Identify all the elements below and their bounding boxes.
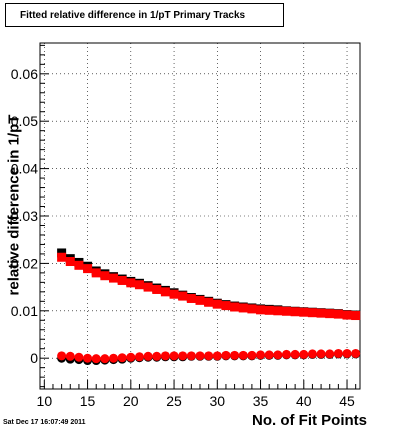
y-tick-label: 0.06	[11, 66, 38, 82]
data-point-square	[221, 301, 231, 311]
y-tick-label: 0.03	[11, 208, 38, 224]
data-point-square	[342, 310, 352, 320]
data-point-circle	[264, 350, 274, 360]
data-point-circle	[109, 353, 119, 363]
data-point-square	[143, 282, 153, 292]
x-axis-label: No. of Fit Points	[252, 412, 367, 429]
y-tick-label: 0	[30, 350, 38, 366]
data-point-circle	[325, 349, 335, 359]
data-point-circle	[160, 351, 170, 361]
data-point-circle	[57, 351, 67, 361]
x-tick-label: 30	[210, 393, 226, 409]
data-point-circle	[91, 354, 101, 364]
data-point-square	[273, 306, 283, 316]
x-tick-label: 35	[253, 393, 269, 409]
data-point-circle	[178, 351, 188, 361]
y-tick-label: 0.04	[11, 161, 38, 177]
x-tick-label: 20	[123, 393, 139, 409]
data-point-square	[126, 278, 136, 288]
data-point-circle	[126, 352, 136, 362]
data-point-circle	[134, 352, 144, 362]
data-point-square	[351, 311, 361, 321]
data-point-circle	[230, 350, 240, 360]
chart-title: Fitted relative difference in 1/pT Prima…	[20, 9, 246, 21]
data-point-square	[238, 303, 248, 313]
data-point-square	[57, 252, 67, 262]
data-point-square	[91, 268, 101, 278]
y-tick-label: 0.05	[11, 113, 38, 129]
x-tick-label: 15	[80, 393, 96, 409]
data-point-circle	[83, 353, 93, 363]
data-point-circle	[221, 350, 231, 360]
data-point-circle	[204, 351, 214, 361]
data-point-circle	[351, 348, 361, 358]
data-point-square	[264, 305, 274, 315]
data-point-circle	[117, 353, 127, 363]
data-point-square	[299, 307, 309, 317]
data-point-circle	[143, 351, 153, 361]
x-tick-label: 40	[296, 393, 312, 409]
data-point-square	[316, 308, 326, 318]
data-point-circle	[152, 351, 162, 361]
data-point-square	[74, 260, 84, 270]
chart-title-box: Fitted relative difference in 1/pT Prima…	[5, 3, 284, 27]
data-point-square	[247, 304, 257, 314]
x-tick-label: 10	[37, 393, 53, 409]
data-point-circle	[65, 351, 75, 361]
data-point-circle	[74, 352, 84, 362]
data-point-circle	[299, 349, 309, 359]
y-tick-label: 0.02	[11, 255, 38, 271]
data-point-square	[178, 291, 188, 301]
data-point-square	[333, 309, 343, 319]
data-point-circle	[342, 348, 352, 358]
data-point-circle	[195, 351, 205, 361]
data-point-square	[134, 280, 144, 290]
data-point-square	[100, 271, 110, 281]
x-tick-label: 45	[339, 393, 355, 409]
data-point-circle	[316, 349, 326, 359]
data-point-circle	[100, 354, 110, 364]
y-tick-label: 0.01	[11, 303, 38, 319]
data-point-square	[325, 309, 335, 319]
data-point-square	[186, 293, 196, 303]
data-point-circle	[238, 350, 248, 360]
x-tick-label: 25	[166, 393, 182, 409]
data-point-square	[256, 305, 266, 315]
data-point-square	[307, 308, 317, 318]
data-point-square	[204, 297, 214, 307]
data-point-circle	[169, 351, 179, 361]
data-point-square	[230, 302, 240, 312]
data-point-circle	[307, 349, 317, 359]
timestamp: Sat Dec 17 16:07:49 2011	[3, 419, 86, 426]
data-point-circle	[186, 351, 196, 361]
data-point-square	[281, 306, 291, 316]
data-point-square	[117, 275, 127, 285]
data-point-square	[160, 287, 170, 297]
data-point-square	[195, 295, 205, 305]
y-axis-label: relative difference in 1/pT	[5, 114, 23, 296]
data-point-square	[83, 264, 93, 274]
data-point-circle	[212, 351, 222, 361]
data-point-square	[109, 273, 119, 283]
data-point-circle	[247, 350, 257, 360]
data-point-circle	[333, 348, 343, 358]
data-point-circle	[273, 350, 283, 360]
data-point-circle	[290, 349, 300, 359]
data-point-circle	[256, 350, 266, 360]
data-point-square	[169, 289, 179, 299]
data-point-circle	[281, 349, 291, 359]
data-point-square	[212, 299, 222, 309]
data-point-square	[152, 284, 162, 294]
data-point-square	[65, 257, 75, 267]
data-point-square	[290, 307, 300, 317]
